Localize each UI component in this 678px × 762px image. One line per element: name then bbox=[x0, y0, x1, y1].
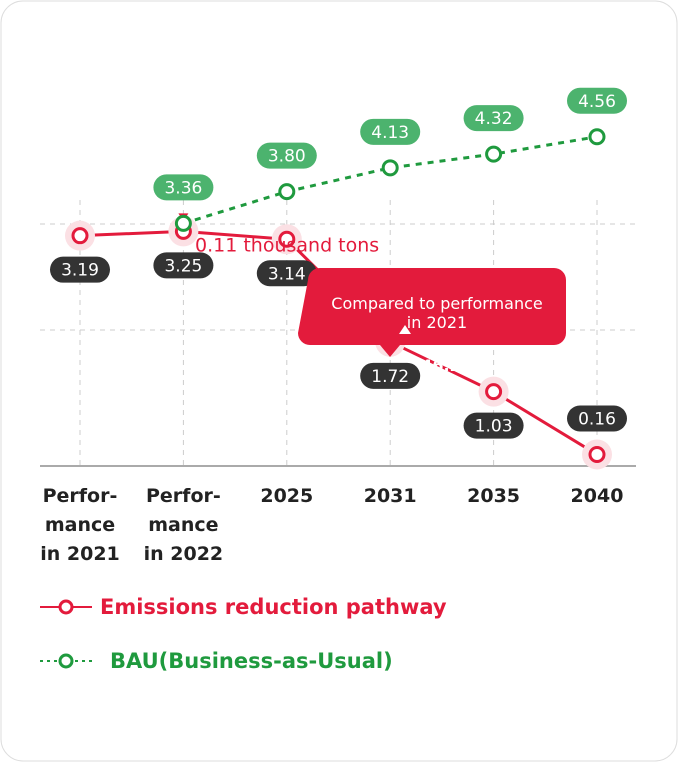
value-label-bg bbox=[153, 252, 214, 279]
value-label-bg bbox=[256, 260, 317, 287]
x-tick-label: Perfor- mance in 2022 bbox=[143, 485, 224, 565]
value-label-bg bbox=[567, 87, 627, 114]
series-line bbox=[182, 135, 598, 225]
legend-marker bbox=[58, 653, 74, 669]
point bbox=[381, 159, 399, 177]
value-label-bg bbox=[360, 118, 421, 145]
x-tick-label: 2040 bbox=[570, 485, 624, 507]
legend-marker bbox=[58, 599, 74, 615]
value-label-bg bbox=[567, 405, 627, 432]
value-label-bg bbox=[50, 256, 110, 283]
callout: Compared to performance in 2021 46.2% bbox=[308, 268, 566, 375]
x-tick-label: 2035 bbox=[467, 485, 521, 507]
x-tick-label: 2031 bbox=[363, 485, 417, 507]
value-label: 0.16 bbox=[578, 409, 616, 429]
point bbox=[485, 145, 503, 163]
legend-label: Emissions reduction pathway bbox=[100, 595, 447, 619]
legend-label: BAU(Business-as-Usual) bbox=[110, 649, 393, 673]
point bbox=[71, 227, 89, 245]
point bbox=[588, 445, 606, 463]
x-tick-label: Perfor- mance in 2021 bbox=[40, 485, 120, 565]
value-label: 4.13 bbox=[371, 123, 409, 143]
value-label: 1.72 bbox=[371, 367, 409, 387]
callout-box bbox=[298, 268, 566, 357]
value-label-bg bbox=[463, 105, 524, 132]
callout-text: Compared to performance in 2021 bbox=[331, 294, 543, 332]
point bbox=[174, 214, 192, 232]
point bbox=[588, 128, 606, 146]
value-label: 3.25 bbox=[164, 256, 202, 276]
up-icon bbox=[399, 325, 411, 334]
point bbox=[278, 230, 296, 248]
value-label: 3.36 bbox=[164, 178, 202, 198]
value-label: 3.80 bbox=[268, 147, 306, 167]
value-label: 3.19 bbox=[61, 261, 99, 281]
value-label-bg bbox=[256, 142, 317, 169]
annotation: 0.11 thousand tons bbox=[195, 235, 379, 257]
value-label: 4.56 bbox=[578, 92, 616, 112]
value-label-bg bbox=[153, 174, 214, 201]
point bbox=[485, 383, 503, 401]
value-label: 1.03 bbox=[475, 417, 513, 437]
point bbox=[278, 183, 296, 201]
callout-value: 46.2% bbox=[421, 356, 477, 375]
x-tick-label: 2025 bbox=[260, 485, 314, 507]
value-label-bg bbox=[360, 362, 421, 389]
value-label: 4.32 bbox=[475, 109, 513, 129]
value-label-bg bbox=[463, 412, 524, 439]
value-label: 3.14 bbox=[268, 264, 306, 284]
